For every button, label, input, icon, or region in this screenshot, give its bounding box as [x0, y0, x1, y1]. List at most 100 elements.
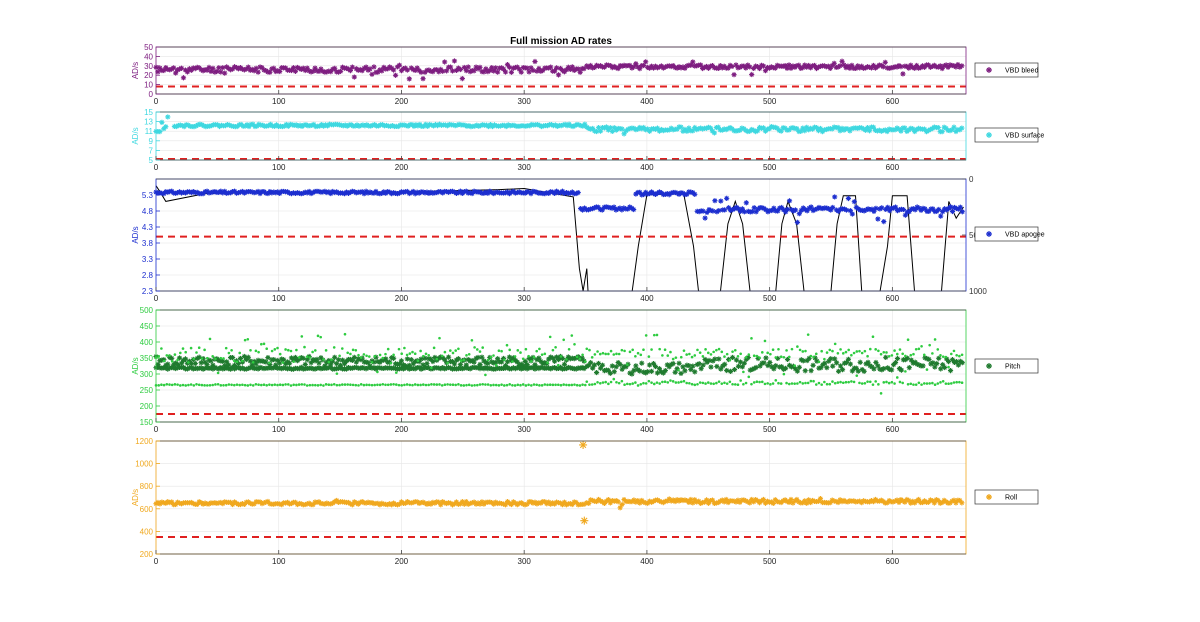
data-point — [316, 334, 320, 338]
data-point-star — [396, 366, 403, 372]
data-point-star — [163, 365, 169, 371]
data-point-star — [283, 121, 289, 128]
data-point — [590, 356, 594, 359]
data-point — [617, 381, 621, 385]
data-point — [855, 374, 859, 377]
data-point — [543, 352, 547, 356]
data-point — [297, 383, 301, 386]
data-point — [546, 383, 549, 387]
data-point-star — [540, 67, 546, 74]
x-tick-label: 200 — [395, 97, 409, 106]
data-point-star — [495, 69, 501, 75]
data-point-star — [706, 357, 712, 364]
data-point — [349, 383, 352, 386]
data-point-star — [410, 66, 416, 73]
data-point-star — [359, 499, 365, 505]
data-point-star — [764, 126, 771, 132]
data-point-star — [314, 499, 320, 506]
data-point-star — [328, 501, 334, 507]
legend: VBD bleed — [974, 62, 1039, 78]
data-point-star — [202, 66, 208, 73]
data-point-star — [246, 123, 252, 130]
data-point — [254, 349, 258, 353]
data-point — [812, 379, 815, 383]
data-point-star — [662, 368, 668, 374]
data-point — [465, 354, 468, 357]
data-point — [311, 350, 314, 354]
data-point-star — [296, 65, 302, 72]
data-point-star — [753, 209, 759, 215]
data-point-star — [767, 359, 773, 366]
data-point-star — [700, 65, 706, 72]
data-point-star — [935, 124, 941, 131]
data-point-star — [322, 501, 328, 507]
data-point — [562, 383, 565, 386]
data-point — [319, 383, 323, 387]
data-point — [796, 382, 799, 385]
data-point-star — [729, 63, 735, 70]
data-point-star — [643, 127, 649, 133]
data-point — [906, 338, 910, 342]
data-point-star — [700, 126, 706, 132]
data-point — [798, 348, 802, 352]
data-point — [381, 382, 385, 386]
data-point-star — [635, 126, 641, 132]
data-point — [755, 354, 759, 358]
data-point-star — [188, 499, 194, 506]
data-point-star — [514, 64, 520, 70]
data-point-star — [518, 69, 524, 75]
data-point-star — [465, 64, 471, 70]
data-point-star — [619, 63, 625, 69]
data-point-star — [347, 501, 353, 507]
data-point-star — [292, 68, 299, 74]
data-point — [871, 335, 875, 338]
data-point — [289, 349, 293, 353]
data-point-star — [870, 499, 877, 505]
data-point — [300, 335, 304, 338]
data-point-star — [420, 189, 426, 195]
data-point-star — [432, 121, 439, 128]
data-point-star — [400, 362, 407, 368]
data-point — [449, 383, 452, 386]
data-point-star — [530, 67, 536, 73]
data-point — [682, 349, 686, 352]
data-point-star — [845, 63, 851, 69]
data-point-star — [279, 366, 285, 372]
data-point — [655, 381, 659, 384]
data-point-star — [949, 208, 956, 215]
data-point — [408, 352, 412, 355]
data-point-star — [283, 365, 289, 371]
data-point — [688, 352, 691, 356]
data-point-star — [914, 361, 920, 367]
data-point — [354, 383, 358, 387]
data-point-star — [650, 65, 657, 71]
data-point-star — [279, 356, 285, 362]
data-point — [332, 382, 336, 386]
data-point-star — [328, 69, 334, 75]
y-tick-label: 40 — [144, 52, 153, 61]
data-point — [278, 352, 282, 356]
data-point — [628, 382, 632, 386]
data-point — [677, 368, 680, 372]
data-point — [497, 384, 501, 387]
data-point — [728, 380, 732, 384]
data-point-star — [837, 63, 843, 69]
data-point-star — [324, 500, 330, 506]
legend: Roll — [974, 489, 1039, 505]
data-point-star — [841, 360, 848, 366]
data-point-star — [855, 368, 861, 374]
data-point-star — [926, 208, 932, 214]
data-point-star — [796, 211, 802, 217]
data-point-star — [712, 356, 718, 362]
data-point — [863, 381, 867, 385]
data-point-star — [959, 63, 965, 69]
data-point-star — [804, 208, 810, 214]
data-point — [712, 350, 715, 354]
data-point — [639, 382, 643, 386]
data-point — [516, 349, 520, 352]
data-point-star — [363, 64, 369, 70]
data-point-star — [294, 64, 300, 71]
data-point — [222, 383, 225, 387]
data-point-star — [873, 359, 879, 366]
y-tick-label: 400 — [140, 527, 154, 536]
